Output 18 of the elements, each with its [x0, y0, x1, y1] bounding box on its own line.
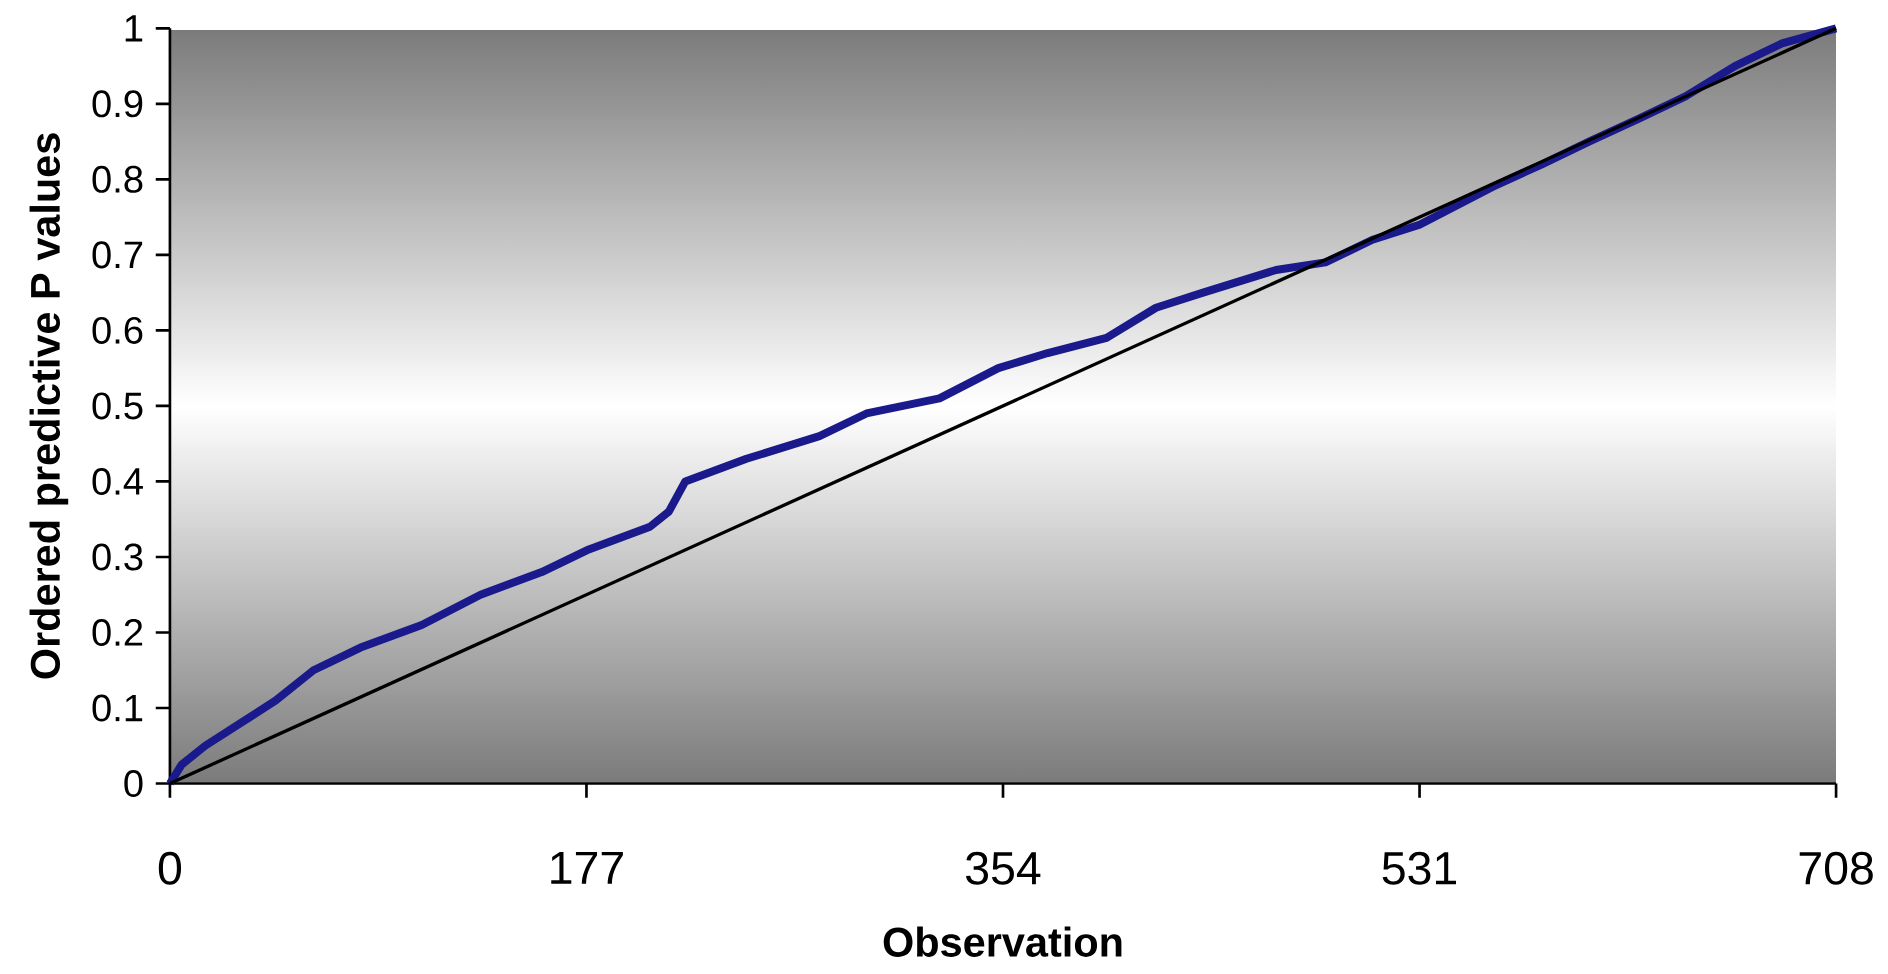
x-tick-label: 708 — [1799, 851, 1873, 885]
y-tick-label: 0.9 — [92, 90, 143, 118]
y-tick-label: 0.6 — [92, 316, 143, 344]
y-tick-label: 0.2 — [92, 618, 143, 646]
y-tick-label: 0.3 — [92, 543, 143, 571]
x-tick-label: 177 — [551, 851, 623, 884]
x-tick-label: 0 — [158, 851, 182, 885]
y-tick-label: 0.8 — [92, 165, 143, 193]
x-axis-title: Observation — [883, 926, 1122, 957]
y-tick-label: 0.4 — [92, 467, 143, 495]
y-tick-label: 0.1 — [92, 694, 143, 722]
y-tick-label: 0 — [124, 770, 143, 798]
y-tick-label: 0.7 — [92, 241, 143, 269]
y-tick-label: 1 — [125, 15, 143, 42]
x-tick-label: 531 — [1382, 851, 1457, 885]
y-tick-label: 0.5 — [92, 392, 143, 420]
x-tick-label: 354 — [966, 851, 1041, 885]
y-axis-title: Ordered predictive P values — [29, 133, 69, 679]
